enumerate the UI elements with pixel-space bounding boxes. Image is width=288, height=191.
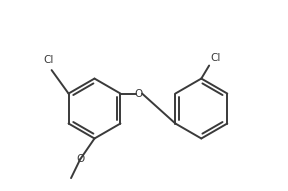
Text: O: O <box>76 154 84 164</box>
Text: Cl: Cl <box>44 55 54 65</box>
Text: O: O <box>134 89 143 99</box>
Text: Cl: Cl <box>211 53 221 63</box>
